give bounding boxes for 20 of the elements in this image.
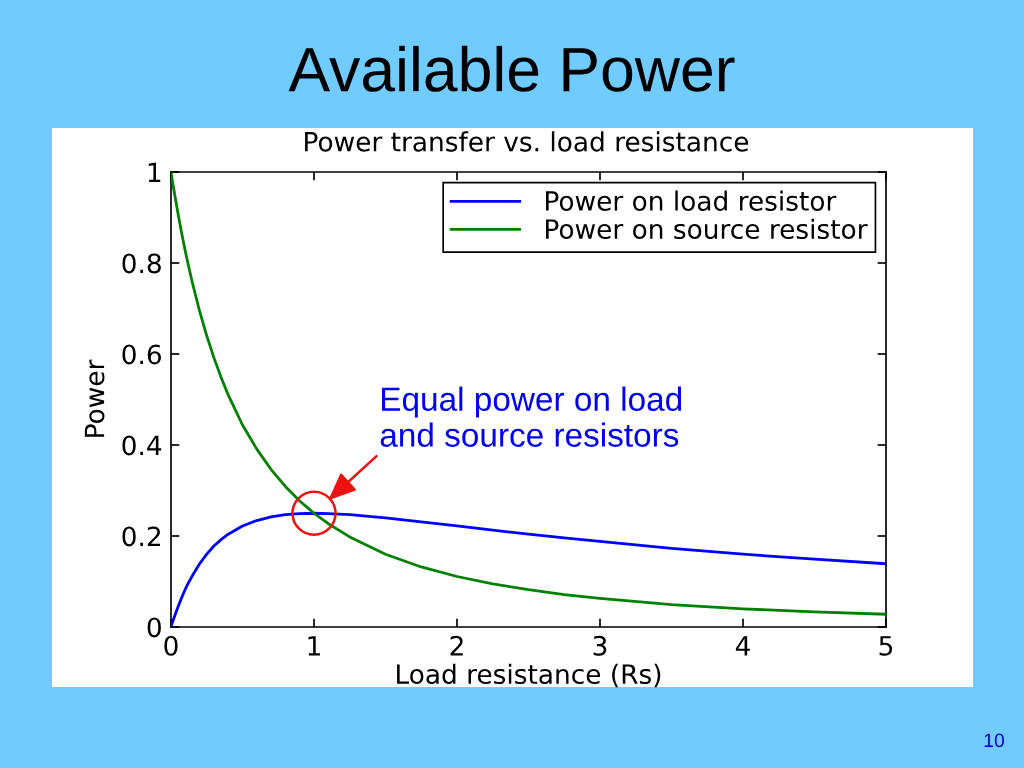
x-tick-label: 4: [735, 636, 750, 656]
y-tick-label: 0.6: [122, 344, 162, 365]
annotation: Equal power on load and source resistors: [380, 386, 682, 447]
legend-label: Power on load resistor: [546, 190, 837, 211]
x-tick-label: 5: [879, 636, 893, 656]
x-tick-label: 2: [450, 635, 463, 656]
text: 10: [984, 733, 1005, 748]
chart-title: Available Power: [288, 45, 735, 92]
y-tick-label: 1: [148, 162, 161, 183]
chart-subtitle: Power transfer vs. load resistance: [305, 131, 749, 152]
y-tick-label: 0: [147, 617, 161, 638]
y-tick-label: 0.8: [122, 253, 161, 274]
y-tick-label: 0.4: [122, 435, 162, 456]
x-tick-label: 3: [593, 635, 607, 656]
x-tick-label: 0: [164, 635, 178, 656]
y-tick-label: 0.2: [122, 526, 161, 547]
x-tick-label: 1: [308, 636, 320, 656]
y-axis-title: Power: [84, 359, 105, 437]
x-axis-title: Load resistance (Rs): [397, 663, 661, 688]
legend-label: Power on source resistor: [546, 218, 868, 240]
